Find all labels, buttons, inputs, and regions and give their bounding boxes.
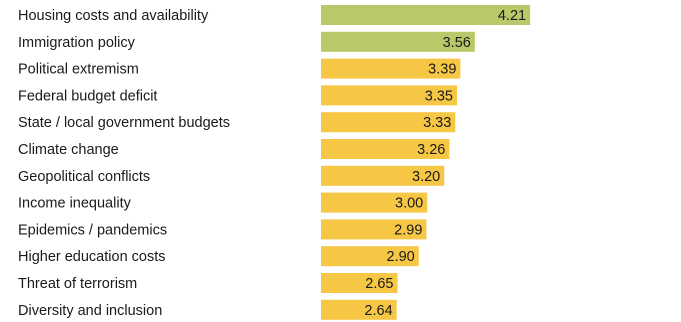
- bar: [321, 112, 456, 133]
- bar: [321, 192, 428, 213]
- bar: [321, 5, 531, 25]
- value-label: 3.26: [417, 142, 445, 158]
- category-label: Income inequality: [18, 196, 132, 212]
- category-label: Epidemics / pandemics: [18, 222, 167, 238]
- category-label: Federal budget deficit: [18, 88, 157, 104]
- value-label: 2.99: [394, 222, 422, 238]
- category-label: Political extremism: [18, 62, 139, 78]
- value-label: 4.21: [498, 8, 526, 24]
- bar: [321, 299, 397, 320]
- bar: [321, 58, 461, 79]
- value-label: 2.90: [387, 249, 415, 265]
- bar: [321, 85, 457, 106]
- value-label: 2.65: [365, 276, 393, 292]
- bars: [321, 5, 531, 320]
- category-label: Diversity and inclusion: [18, 303, 162, 319]
- bar: [321, 139, 450, 159]
- value-label: 2.64: [364, 303, 392, 319]
- bar: [321, 165, 445, 186]
- value-label: 3.33: [423, 115, 451, 131]
- value-label: 3.35: [425, 88, 453, 104]
- category-labels: Housing costs and availability Immigratio…: [18, 8, 230, 319]
- value-label: 3.56: [443, 35, 471, 51]
- category-label: Immigration policy: [18, 35, 136, 51]
- value-label: 3.39: [428, 62, 456, 78]
- bar: [321, 273, 398, 293]
- category-label: State / local government budgets: [18, 115, 230, 131]
- bar: [321, 246, 419, 267]
- category-label: Geopolitical conflicts: [18, 169, 150, 185]
- category-label: Climate change: [18, 142, 119, 158]
- value-labels: 4.21 3.56 3.39 3.35 3.33 3.26 3.20 3.00 2.99 2.90…: [364, 8, 526, 319]
- category-label: Higher education costs: [18, 249, 166, 265]
- category-label: Threat of terrorism: [18, 276, 137, 292]
- category-label: Housing costs and availability: [18, 8, 209, 24]
- value-label: 3.20: [412, 169, 440, 185]
- value-label: 3.00: [395, 196, 423, 212]
- bar: [321, 219, 427, 240]
- bar: [321, 31, 475, 52]
